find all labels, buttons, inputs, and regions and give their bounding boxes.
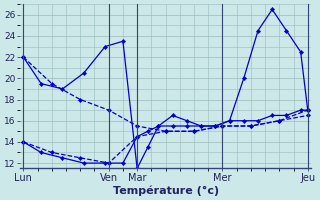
X-axis label: Température (°c): Température (°c) <box>113 185 219 196</box>
